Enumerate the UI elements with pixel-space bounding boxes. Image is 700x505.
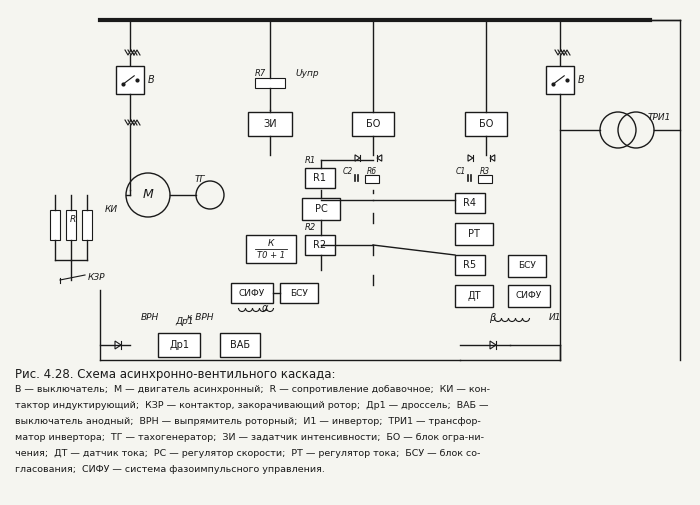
Text: R2: R2 [314, 240, 327, 250]
Text: чения;  ДТ — датчик тока;  РС — регулятор скорости;  РТ — регулятор тока;  БСУ —: чения; ДТ — датчик тока; РС — регулятор … [15, 449, 480, 458]
FancyBboxPatch shape [280, 283, 318, 303]
Text: С1: С1 [456, 168, 466, 177]
Text: R4: R4 [463, 198, 477, 208]
FancyBboxPatch shape [508, 285, 550, 307]
Text: КЗР: КЗР [88, 274, 106, 282]
FancyBboxPatch shape [305, 235, 335, 255]
Text: В — выключатель;  М — двигатель асинхронный;  R — сопротивление добавочное;  КИ : В — выключатель; М — двигатель асинхронн… [15, 385, 490, 394]
Text: В: В [148, 75, 155, 85]
Text: ВРН: ВРН [141, 314, 159, 323]
FancyBboxPatch shape [455, 285, 493, 307]
Polygon shape [490, 341, 496, 349]
FancyBboxPatch shape [116, 66, 144, 94]
Text: R1: R1 [305, 156, 316, 165]
FancyBboxPatch shape [478, 175, 492, 183]
Text: R1: R1 [314, 173, 326, 183]
Text: К: К [268, 239, 274, 248]
Text: α: α [262, 303, 268, 313]
FancyBboxPatch shape [158, 333, 200, 357]
Text: ДТ: ДТ [468, 291, 481, 301]
Text: R3: R3 [480, 168, 490, 177]
Polygon shape [355, 155, 360, 161]
Text: С2: С2 [343, 168, 353, 177]
Text: R7: R7 [254, 69, 265, 77]
Text: R2: R2 [305, 223, 316, 232]
Text: Др1: Др1 [169, 340, 189, 350]
FancyBboxPatch shape [508, 255, 546, 277]
Text: РТ: РТ [468, 229, 480, 239]
Text: матор инвертора;  ТГ — тахогенератор;  ЗИ — задатчик интенсивности;  БО — блок о: матор инвертора; ТГ — тахогенератор; ЗИ … [15, 433, 484, 442]
FancyBboxPatch shape [220, 333, 260, 357]
Text: И1: И1 [549, 314, 561, 323]
Text: R: R [70, 216, 76, 225]
Text: гласования;  СИФУ — система фазоимпульсного управления.: гласования; СИФУ — система фазоимпульсно… [15, 465, 325, 474]
Text: БСУ: БСУ [290, 288, 308, 297]
Text: к ВРН: к ВРН [187, 314, 214, 323]
Text: БО: БО [479, 119, 493, 129]
Text: ВАБ: ВАБ [230, 340, 250, 350]
FancyBboxPatch shape [231, 283, 273, 303]
Text: Др1: Др1 [176, 318, 195, 327]
Text: тактор индуктирующий;  КЗР — контактор, закорачивающий ротор;  Др1 — дроссель;  : тактор индуктирующий; КЗР — контактор, з… [15, 401, 489, 410]
FancyBboxPatch shape [302, 198, 340, 220]
FancyBboxPatch shape [352, 112, 394, 136]
Text: М: М [143, 188, 153, 201]
Polygon shape [377, 155, 382, 161]
FancyBboxPatch shape [305, 168, 335, 188]
Text: БО: БО [366, 119, 380, 129]
Text: R6: R6 [367, 168, 377, 177]
FancyBboxPatch shape [455, 193, 485, 213]
FancyBboxPatch shape [455, 255, 485, 275]
FancyBboxPatch shape [248, 112, 292, 136]
Text: Т0 + 1: Т0 + 1 [257, 250, 285, 260]
Polygon shape [115, 341, 121, 349]
FancyBboxPatch shape [246, 235, 296, 263]
Text: КИ: КИ [105, 206, 118, 215]
FancyBboxPatch shape [546, 66, 574, 94]
Text: СИФУ: СИФУ [239, 288, 265, 297]
Text: ЗИ: ЗИ [263, 119, 276, 129]
FancyBboxPatch shape [50, 210, 60, 240]
Polygon shape [468, 155, 472, 161]
FancyBboxPatch shape [365, 175, 379, 183]
Polygon shape [490, 155, 495, 161]
Text: выключатель анодный;  ВРН — выпрямитель роторный;  И1 — инвертор;  ТРИ1 — трансф: выключатель анодный; ВРН — выпрямитель р… [15, 417, 481, 426]
Text: СИФУ: СИФУ [516, 291, 542, 300]
FancyBboxPatch shape [455, 223, 493, 245]
FancyBboxPatch shape [66, 210, 76, 240]
Text: ТГ: ТГ [195, 176, 205, 184]
Text: Uупр: Uупр [295, 69, 318, 77]
FancyBboxPatch shape [255, 78, 285, 88]
Text: В: В [578, 75, 584, 85]
Text: ТРИ1: ТРИ1 [648, 114, 671, 123]
Text: РС: РС [314, 204, 328, 214]
FancyBboxPatch shape [82, 210, 92, 240]
Text: β: β [489, 313, 495, 323]
Text: БСУ: БСУ [518, 262, 536, 271]
Text: R5: R5 [463, 260, 477, 270]
Text: Рис. 4.28. Схема асинхронно-вентильного каскада:: Рис. 4.28. Схема асинхронно-вентильного … [15, 368, 335, 381]
FancyBboxPatch shape [465, 112, 507, 136]
